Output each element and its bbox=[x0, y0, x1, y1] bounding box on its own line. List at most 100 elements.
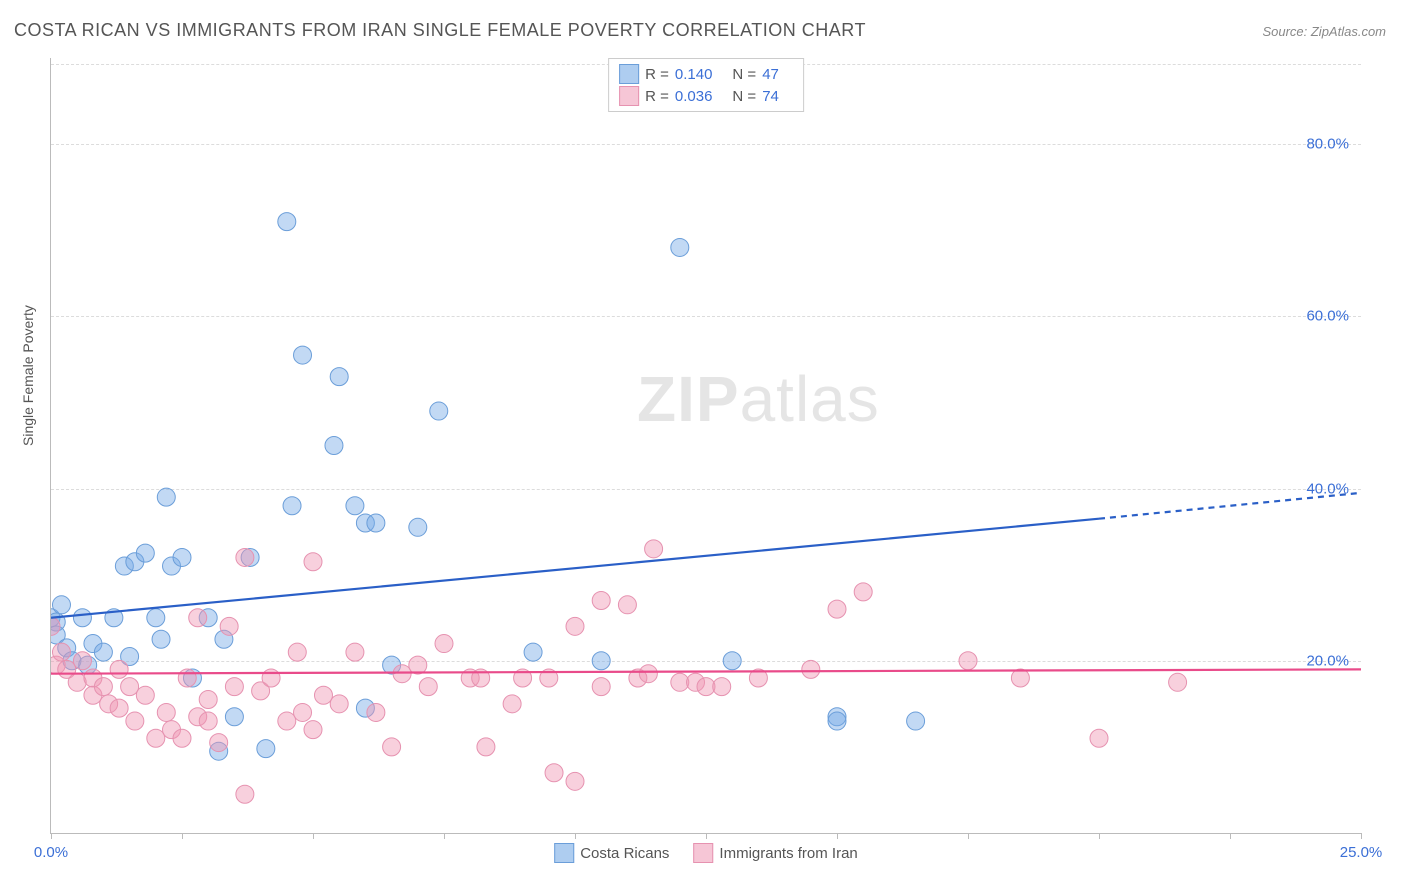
data-point bbox=[147, 729, 165, 747]
data-point bbox=[257, 740, 275, 758]
data-point bbox=[645, 540, 663, 558]
source-attribution: Source: ZipAtlas.com bbox=[1262, 24, 1386, 39]
legend-label-0: Costa Ricans bbox=[580, 845, 669, 862]
x-tick bbox=[575, 833, 576, 839]
legend-item-0: Costa Ricans bbox=[554, 843, 669, 863]
data-point bbox=[723, 652, 741, 670]
data-point bbox=[152, 630, 170, 648]
data-point bbox=[592, 678, 610, 696]
data-point bbox=[1169, 673, 1187, 691]
data-point bbox=[304, 721, 322, 739]
legend-row-series-0: R = 0.140 N = 47 bbox=[619, 63, 793, 85]
data-point bbox=[262, 669, 280, 687]
data-point bbox=[278, 213, 296, 231]
data-point bbox=[121, 678, 139, 696]
data-point bbox=[278, 712, 296, 730]
data-point bbox=[283, 497, 301, 515]
x-tick bbox=[51, 833, 52, 839]
x-tick bbox=[837, 833, 838, 839]
data-point bbox=[671, 238, 689, 256]
data-point bbox=[503, 695, 521, 713]
data-point bbox=[1011, 669, 1029, 687]
data-point bbox=[430, 402, 448, 420]
data-point bbox=[367, 514, 385, 532]
plot-area: ZIPatlas R = 0.140 N = 47 R = 0.036 N = … bbox=[50, 58, 1361, 834]
data-point bbox=[147, 609, 165, 627]
legend-row-series-1: R = 0.036 N = 74 bbox=[619, 85, 793, 107]
x-tick bbox=[313, 833, 314, 839]
legend-swatch-1 bbox=[619, 86, 639, 106]
data-point bbox=[566, 772, 584, 790]
r-label-1: R = bbox=[645, 88, 669, 105]
data-point bbox=[477, 738, 495, 756]
data-point bbox=[346, 497, 364, 515]
trend-line bbox=[51, 519, 1099, 618]
data-point bbox=[713, 678, 731, 696]
trend-line bbox=[51, 669, 1361, 673]
data-point bbox=[545, 764, 563, 782]
data-point bbox=[959, 652, 977, 670]
data-point bbox=[592, 652, 610, 670]
data-point bbox=[435, 635, 453, 653]
data-point bbox=[828, 600, 846, 618]
correlation-legend: R = 0.140 N = 47 R = 0.036 N = 74 bbox=[608, 58, 804, 112]
data-point bbox=[236, 548, 254, 566]
data-point bbox=[330, 368, 348, 386]
data-point bbox=[94, 678, 112, 696]
x-tick bbox=[444, 833, 445, 839]
data-point bbox=[618, 596, 636, 614]
data-point bbox=[110, 699, 128, 717]
data-point bbox=[220, 617, 238, 635]
data-point bbox=[854, 583, 872, 601]
legend-label-1: Immigrants from Iran bbox=[719, 845, 857, 862]
data-point bbox=[330, 695, 348, 713]
data-point bbox=[136, 686, 154, 704]
data-point bbox=[1090, 729, 1108, 747]
data-point bbox=[314, 686, 332, 704]
x-tick-label: 25.0% bbox=[1340, 844, 1383, 861]
n-label-0: N = bbox=[732, 66, 756, 83]
x-tick bbox=[1230, 833, 1231, 839]
n-label-1: N = bbox=[732, 88, 756, 105]
plot-svg bbox=[51, 58, 1361, 833]
x-tick bbox=[1099, 833, 1100, 839]
data-point bbox=[802, 660, 820, 678]
data-point bbox=[566, 617, 584, 635]
data-point bbox=[524, 643, 542, 661]
data-point bbox=[346, 643, 364, 661]
data-point bbox=[73, 609, 91, 627]
data-point bbox=[52, 596, 70, 614]
data-point bbox=[294, 346, 312, 364]
data-point bbox=[367, 703, 385, 721]
data-point bbox=[409, 518, 427, 536]
data-point bbox=[907, 712, 925, 730]
data-point bbox=[236, 785, 254, 803]
legend-bottom-swatch-0 bbox=[554, 843, 574, 863]
data-point bbox=[419, 678, 437, 696]
trend-line-extrapolated bbox=[1099, 493, 1361, 519]
x-tick bbox=[182, 833, 183, 839]
data-point bbox=[173, 729, 191, 747]
data-point bbox=[136, 544, 154, 562]
data-point bbox=[189, 609, 207, 627]
data-point bbox=[173, 548, 191, 566]
data-point bbox=[639, 665, 657, 683]
r-label-0: R = bbox=[645, 66, 669, 83]
data-point bbox=[199, 691, 217, 709]
legend-bottom-swatch-1 bbox=[693, 843, 713, 863]
legend-item-1: Immigrants from Iran bbox=[693, 843, 857, 863]
data-point bbox=[68, 673, 86, 691]
r-value-1: 0.036 bbox=[675, 88, 713, 105]
data-point bbox=[178, 669, 196, 687]
data-point bbox=[94, 643, 112, 661]
data-point bbox=[157, 703, 175, 721]
data-point bbox=[592, 592, 610, 610]
data-point bbox=[126, 712, 144, 730]
y-axis-label: Single Female Poverty bbox=[20, 305, 36, 446]
series-legend: Costa Ricans Immigrants from Iran bbox=[554, 843, 858, 863]
data-point bbox=[52, 643, 70, 661]
data-point bbox=[199, 712, 217, 730]
data-point bbox=[304, 553, 322, 571]
data-point bbox=[225, 678, 243, 696]
data-point bbox=[828, 712, 846, 730]
